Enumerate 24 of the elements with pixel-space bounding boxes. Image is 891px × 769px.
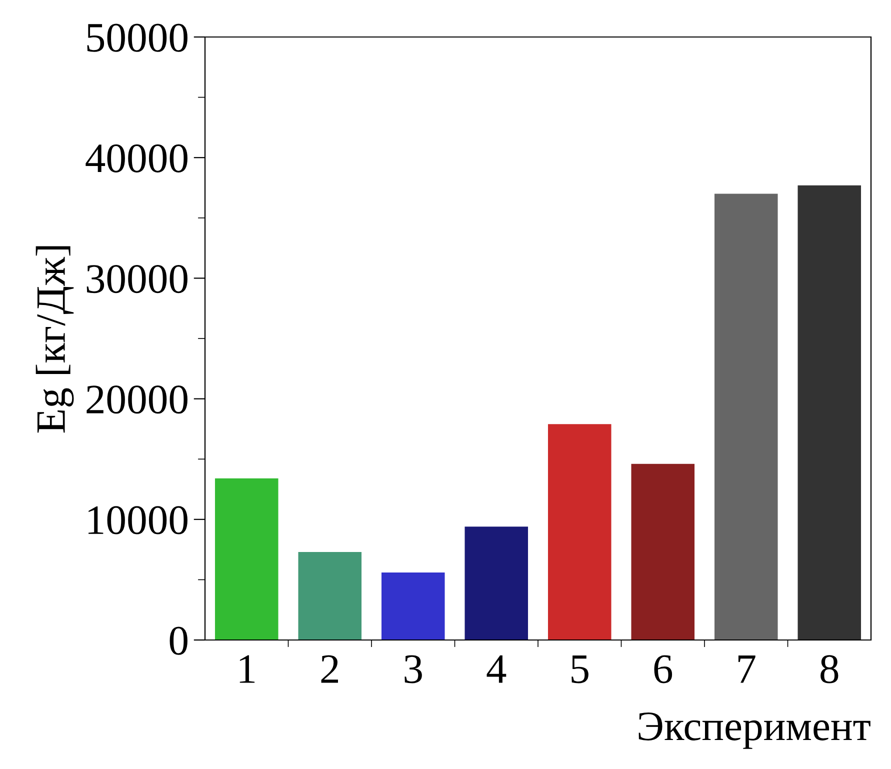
bar bbox=[298, 552, 362, 640]
y-tick-label: 10000 bbox=[88, 506, 188, 534]
y-tick-label: 40000 bbox=[86, 144, 188, 172]
y-tick-label: 50000 bbox=[87, 24, 188, 52]
y-tick-label: 20000 bbox=[86, 386, 188, 414]
bar bbox=[798, 185, 862, 640]
x-tick-label: 6 bbox=[654, 655, 672, 684]
x-tick-label: 7 bbox=[738, 656, 756, 683]
y-tick-label: 30000 bbox=[86, 264, 188, 294]
x-tick-label: 4 bbox=[486, 655, 506, 683]
y-axis-title: Eg [кг/Дж] bbox=[36, 246, 74, 433]
x-axis-title: Эксперимент bbox=[638, 712, 870, 749]
bar bbox=[381, 572, 445, 640]
y-tick-label: 0 bbox=[170, 626, 188, 655]
bar bbox=[631, 464, 695, 640]
x-tick-label: 1 bbox=[240, 655, 255, 683]
bar bbox=[714, 194, 778, 640]
bar bbox=[548, 424, 612, 640]
x-tick-label: 5 bbox=[572, 656, 588, 684]
x-tick-label: 8 bbox=[820, 655, 838, 684]
x-tick-label: 3 bbox=[404, 655, 422, 684]
x-tick-label: 2 bbox=[321, 655, 338, 683]
bar bbox=[464, 526, 528, 640]
bar bbox=[214, 478, 278, 640]
